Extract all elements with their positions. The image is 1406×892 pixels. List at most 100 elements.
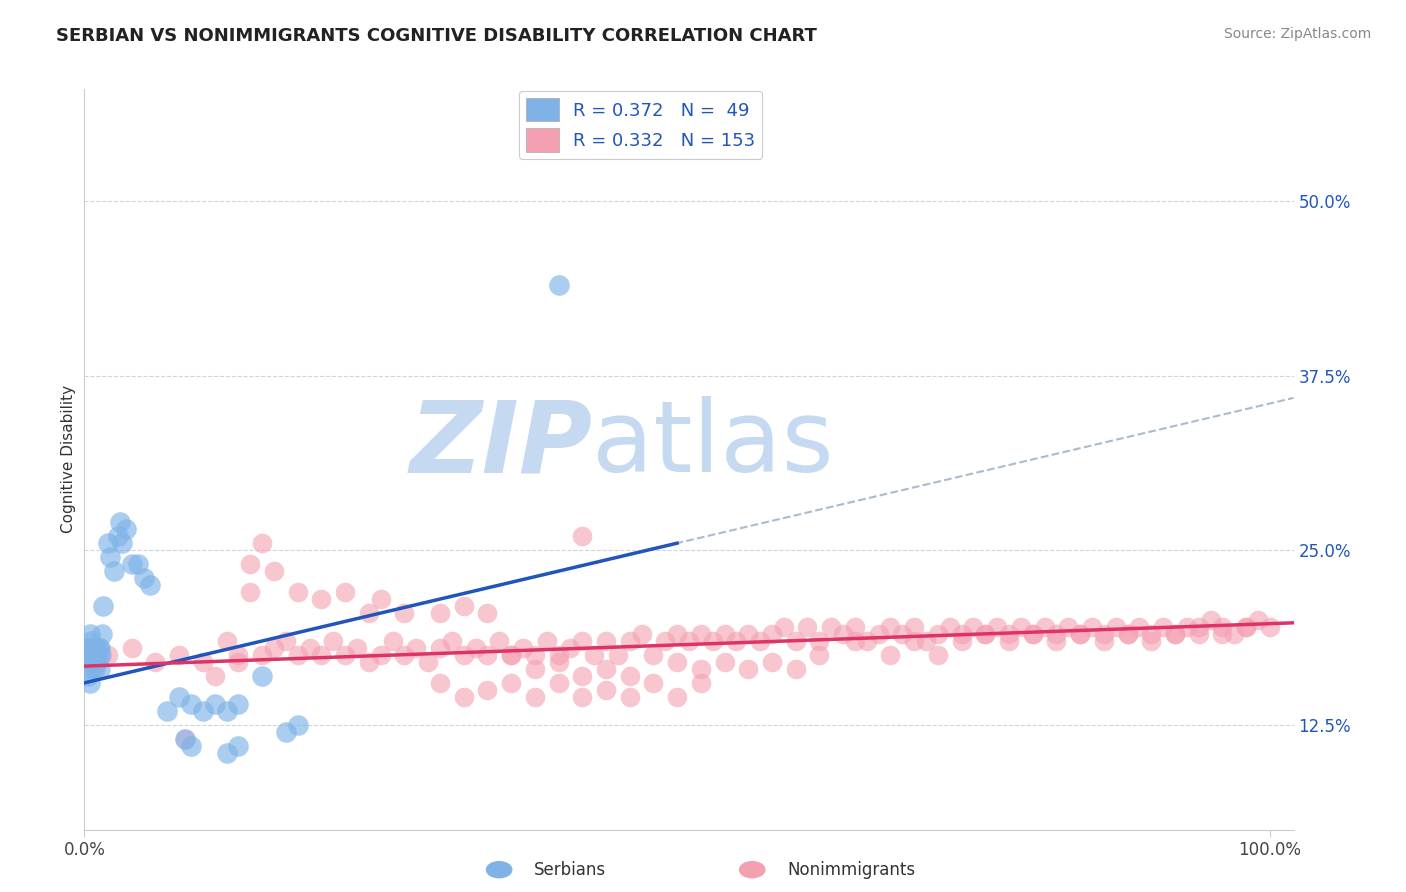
Point bbox=[1010, 620, 1032, 634]
Point bbox=[915, 634, 938, 648]
Point bbox=[274, 724, 297, 739]
Point bbox=[132, 571, 155, 585]
Point bbox=[1105, 620, 1128, 634]
Point bbox=[167, 690, 190, 704]
Point bbox=[666, 690, 689, 704]
Point bbox=[666, 627, 689, 641]
Point bbox=[595, 682, 617, 697]
Point bbox=[595, 634, 617, 648]
Point bbox=[108, 515, 131, 529]
Point bbox=[228, 739, 250, 753]
Point bbox=[121, 557, 143, 571]
Point bbox=[749, 634, 772, 648]
Point bbox=[274, 634, 297, 648]
Point bbox=[174, 731, 197, 746]
Point bbox=[571, 634, 593, 648]
Point bbox=[79, 627, 101, 641]
Point bbox=[394, 606, 416, 620]
Point bbox=[713, 655, 735, 669]
Point bbox=[606, 648, 628, 662]
Point bbox=[167, 648, 190, 662]
Point bbox=[1211, 627, 1233, 641]
Point bbox=[250, 648, 273, 662]
Point bbox=[1081, 620, 1104, 634]
Point bbox=[97, 536, 120, 550]
Point bbox=[571, 529, 593, 543]
Point bbox=[1140, 634, 1163, 648]
Point bbox=[571, 669, 593, 683]
Point bbox=[879, 620, 901, 634]
Point bbox=[1164, 627, 1187, 641]
Point bbox=[239, 585, 262, 599]
Text: Serbians: Serbians bbox=[534, 861, 606, 879]
Point bbox=[191, 655, 214, 669]
Point bbox=[76, 640, 98, 655]
Point bbox=[689, 627, 711, 641]
Point bbox=[619, 669, 641, 683]
Point bbox=[523, 648, 546, 662]
Point bbox=[91, 627, 114, 641]
Point bbox=[1258, 620, 1281, 634]
Point bbox=[1188, 620, 1211, 634]
Text: Source: ZipAtlas.com: Source: ZipAtlas.com bbox=[1223, 27, 1371, 41]
Point bbox=[322, 634, 344, 648]
Point bbox=[903, 620, 925, 634]
Point bbox=[1092, 634, 1115, 648]
Point bbox=[547, 277, 569, 292]
Point bbox=[689, 662, 711, 676]
Point bbox=[772, 620, 794, 634]
Point bbox=[619, 634, 641, 648]
Point bbox=[429, 640, 451, 655]
Point bbox=[643, 648, 665, 662]
Point bbox=[287, 585, 309, 599]
Point bbox=[523, 690, 546, 704]
Text: SERBIAN VS NONIMMIGRANTS COGNITIVE DISABILITY CORRELATION CHART: SERBIAN VS NONIMMIGRANTS COGNITIVE DISAB… bbox=[56, 27, 817, 45]
Point bbox=[501, 648, 523, 662]
Point bbox=[713, 627, 735, 641]
Point bbox=[357, 655, 380, 669]
Point bbox=[1247, 613, 1270, 627]
Point bbox=[666, 655, 689, 669]
Point bbox=[228, 697, 250, 711]
Point bbox=[121, 640, 143, 655]
Point bbox=[1164, 627, 1187, 641]
Point bbox=[156, 704, 179, 718]
Point bbox=[1188, 627, 1211, 641]
Point bbox=[844, 620, 866, 634]
Point bbox=[737, 627, 759, 641]
Legend: R = 0.372   N =  49, R = 0.332   N = 153: R = 0.372 N = 49, R = 0.332 N = 153 bbox=[519, 91, 762, 159]
Point bbox=[643, 676, 665, 690]
Text: atlas: atlas bbox=[592, 396, 834, 493]
Point bbox=[1045, 634, 1067, 648]
Text: ZIP: ZIP bbox=[409, 396, 592, 493]
Point bbox=[938, 620, 960, 634]
Point bbox=[84, 655, 107, 669]
Point bbox=[1069, 627, 1091, 641]
Point bbox=[370, 648, 392, 662]
Point bbox=[844, 634, 866, 648]
Point bbox=[974, 627, 997, 641]
Point bbox=[1234, 620, 1257, 634]
Point bbox=[974, 627, 997, 641]
Point bbox=[1022, 627, 1045, 641]
Point bbox=[477, 648, 499, 662]
Point bbox=[523, 662, 546, 676]
Point bbox=[1175, 620, 1198, 634]
Point bbox=[1057, 620, 1080, 634]
Point bbox=[86, 655, 108, 669]
Point bbox=[1140, 627, 1163, 641]
Point bbox=[91, 599, 114, 613]
Point bbox=[891, 627, 914, 641]
Point bbox=[84, 648, 107, 662]
Point bbox=[79, 676, 101, 690]
Point bbox=[547, 655, 569, 669]
Point bbox=[879, 648, 901, 662]
Point bbox=[215, 634, 238, 648]
Point bbox=[228, 648, 250, 662]
Point bbox=[204, 669, 226, 683]
Point bbox=[595, 662, 617, 676]
Point bbox=[333, 648, 356, 662]
Point bbox=[250, 536, 273, 550]
Point bbox=[560, 640, 582, 655]
Point bbox=[394, 648, 416, 662]
